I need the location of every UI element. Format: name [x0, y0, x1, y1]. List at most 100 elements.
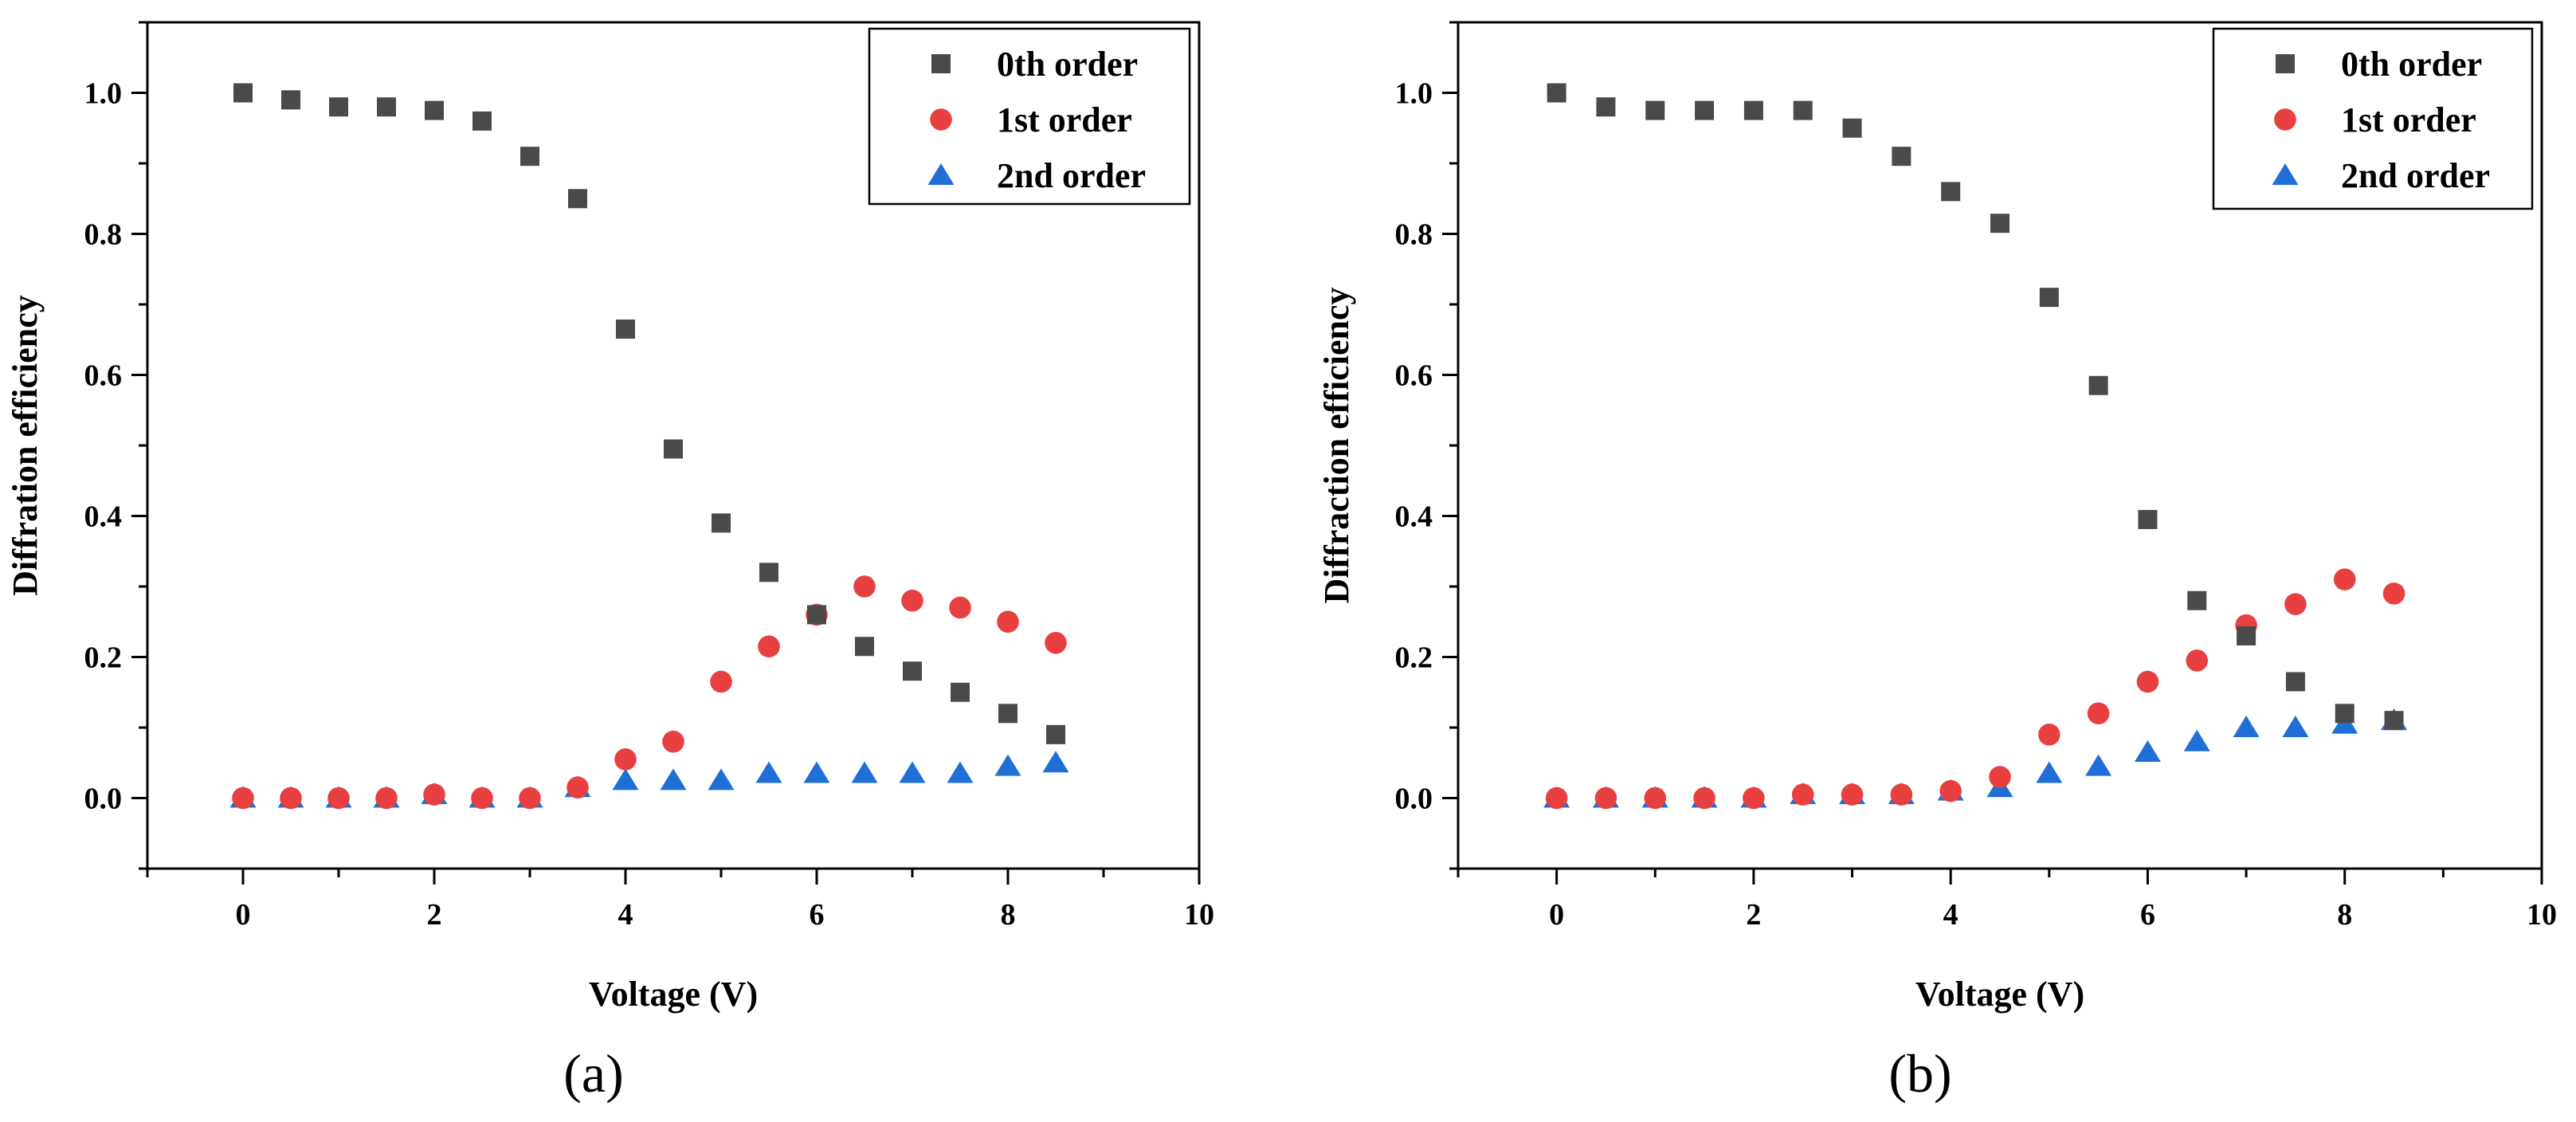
data-point	[568, 189, 587, 209]
data-point	[807, 605, 826, 625]
legend-box	[868, 27, 1191, 206]
data-point	[2136, 670, 2159, 693]
x-tick-label: 2	[427, 898, 442, 932]
data-point	[1890, 783, 1913, 806]
legend-marker	[2276, 54, 2295, 73]
y-tick-label: 1.0	[84, 77, 123, 111]
data-point	[327, 787, 350, 810]
data-point	[997, 610, 1019, 634]
data-point	[2284, 593, 2307, 615]
data-point	[2038, 724, 2060, 746]
data-point	[329, 97, 348, 117]
data-point	[2138, 509, 2158, 529]
data-point	[1791, 783, 1814, 806]
data-point	[664, 439, 683, 459]
legend-label: 0th order	[2341, 45, 2482, 84]
y-tick-label: 0.6	[84, 359, 123, 393]
data-point	[616, 319, 635, 339]
data-point	[712, 513, 731, 533]
data-point	[2085, 754, 2112, 776]
legend-label: 0th order	[997, 45, 1138, 84]
data-point	[612, 768, 639, 790]
x-tick-label: 0	[1549, 898, 1564, 932]
data-point	[2187, 590, 2207, 610]
data-point	[377, 97, 396, 117]
data-point	[2039, 288, 2059, 308]
series-2nd-order	[229, 751, 1069, 808]
data-point	[947, 761, 974, 783]
series-0th-order	[233, 83, 1065, 744]
data-point	[280, 787, 302, 810]
data-point	[1695, 100, 1715, 120]
panel-label: (b)	[1888, 1043, 1951, 1104]
data-point	[901, 589, 923, 612]
data-point	[232, 787, 254, 810]
data-point	[2333, 568, 2356, 590]
legend-marker	[930, 108, 952, 131]
data-point	[1841, 783, 1864, 806]
data-point	[949, 596, 971, 619]
data-point	[520, 147, 539, 167]
x-axis-title: Voltage (V)	[1915, 975, 2084, 1014]
data-point	[660, 768, 687, 790]
y-axis-title: Diffraction efficiency	[1317, 287, 1356, 603]
data-point	[851, 761, 878, 783]
data-point	[1939, 779, 1962, 802]
legend-box	[2212, 27, 2534, 210]
x-tick-label: 4	[1943, 898, 1958, 932]
data-point	[2134, 740, 2161, 762]
data-point	[708, 768, 735, 790]
data-point	[567, 776, 589, 799]
data-point	[1594, 787, 1617, 810]
data-point	[2088, 375, 2108, 395]
y-tick-label: 0.2	[84, 641, 123, 675]
data-point	[1743, 787, 1765, 810]
data-point	[2087, 702, 2110, 725]
data-point	[1042, 751, 1069, 773]
data-point	[1990, 214, 2009, 233]
legend-marker	[2274, 108, 2296, 131]
data-point	[2233, 716, 2260, 737]
x-tick-label: 4	[618, 898, 633, 932]
y-tick-label: 0.8	[84, 218, 123, 252]
panel-label: (a)	[563, 1043, 623, 1104]
x-tick-label: 2	[1746, 898, 1761, 932]
data-point	[899, 761, 926, 783]
y-axis-title: Diffration efficiency	[6, 295, 45, 596]
data-point	[1545, 787, 1568, 810]
y-tick-label: 0.6	[1395, 359, 1433, 393]
x-tick-label: 10	[1184, 898, 1214, 932]
data-point	[2335, 704, 2354, 724]
legend-marker	[927, 163, 955, 185]
panel-b: 0 2 4 6 8 10 0.0 0.2 0.4 0.6 0.8 1.0 Voltage (V) Diff…	[1317, 21, 2557, 1104]
data-point	[2183, 729, 2210, 751]
x-tick-label: 6	[2140, 898, 2155, 932]
data-point	[2382, 583, 2405, 605]
series-0th-order	[1547, 83, 2404, 731]
x-axis-title: Voltage (V)	[589, 975, 758, 1014]
y-tick-label: 0.8	[1395, 218, 1433, 252]
data-point	[994, 754, 1021, 776]
data-point	[1046, 724, 1065, 744]
data-point	[662, 730, 684, 753]
legend: 0th order 1st order 2nd order	[2212, 27, 2534, 210]
data-point	[2237, 626, 2256, 645]
data-point	[1693, 787, 1715, 810]
x-tick-label: 6	[810, 898, 825, 932]
series-1st-order	[232, 575, 1067, 810]
data-point	[1743, 100, 1763, 120]
x-tick-label: 8	[1001, 898, 1016, 932]
data-point	[903, 661, 922, 681]
data-point	[425, 100, 444, 120]
data-point	[2036, 761, 2063, 783]
y-tick-label: 0.0	[84, 783, 123, 816]
data-point	[614, 748, 637, 771]
data-point	[2285, 672, 2305, 692]
legend-label: 1st order	[2341, 100, 2476, 139]
series-1st-order	[1545, 568, 2405, 810]
data-point	[758, 635, 780, 658]
y-tick-label: 0.4	[84, 500, 123, 534]
data-point	[803, 761, 830, 783]
legend-label: 2nd order	[997, 156, 1146, 195]
